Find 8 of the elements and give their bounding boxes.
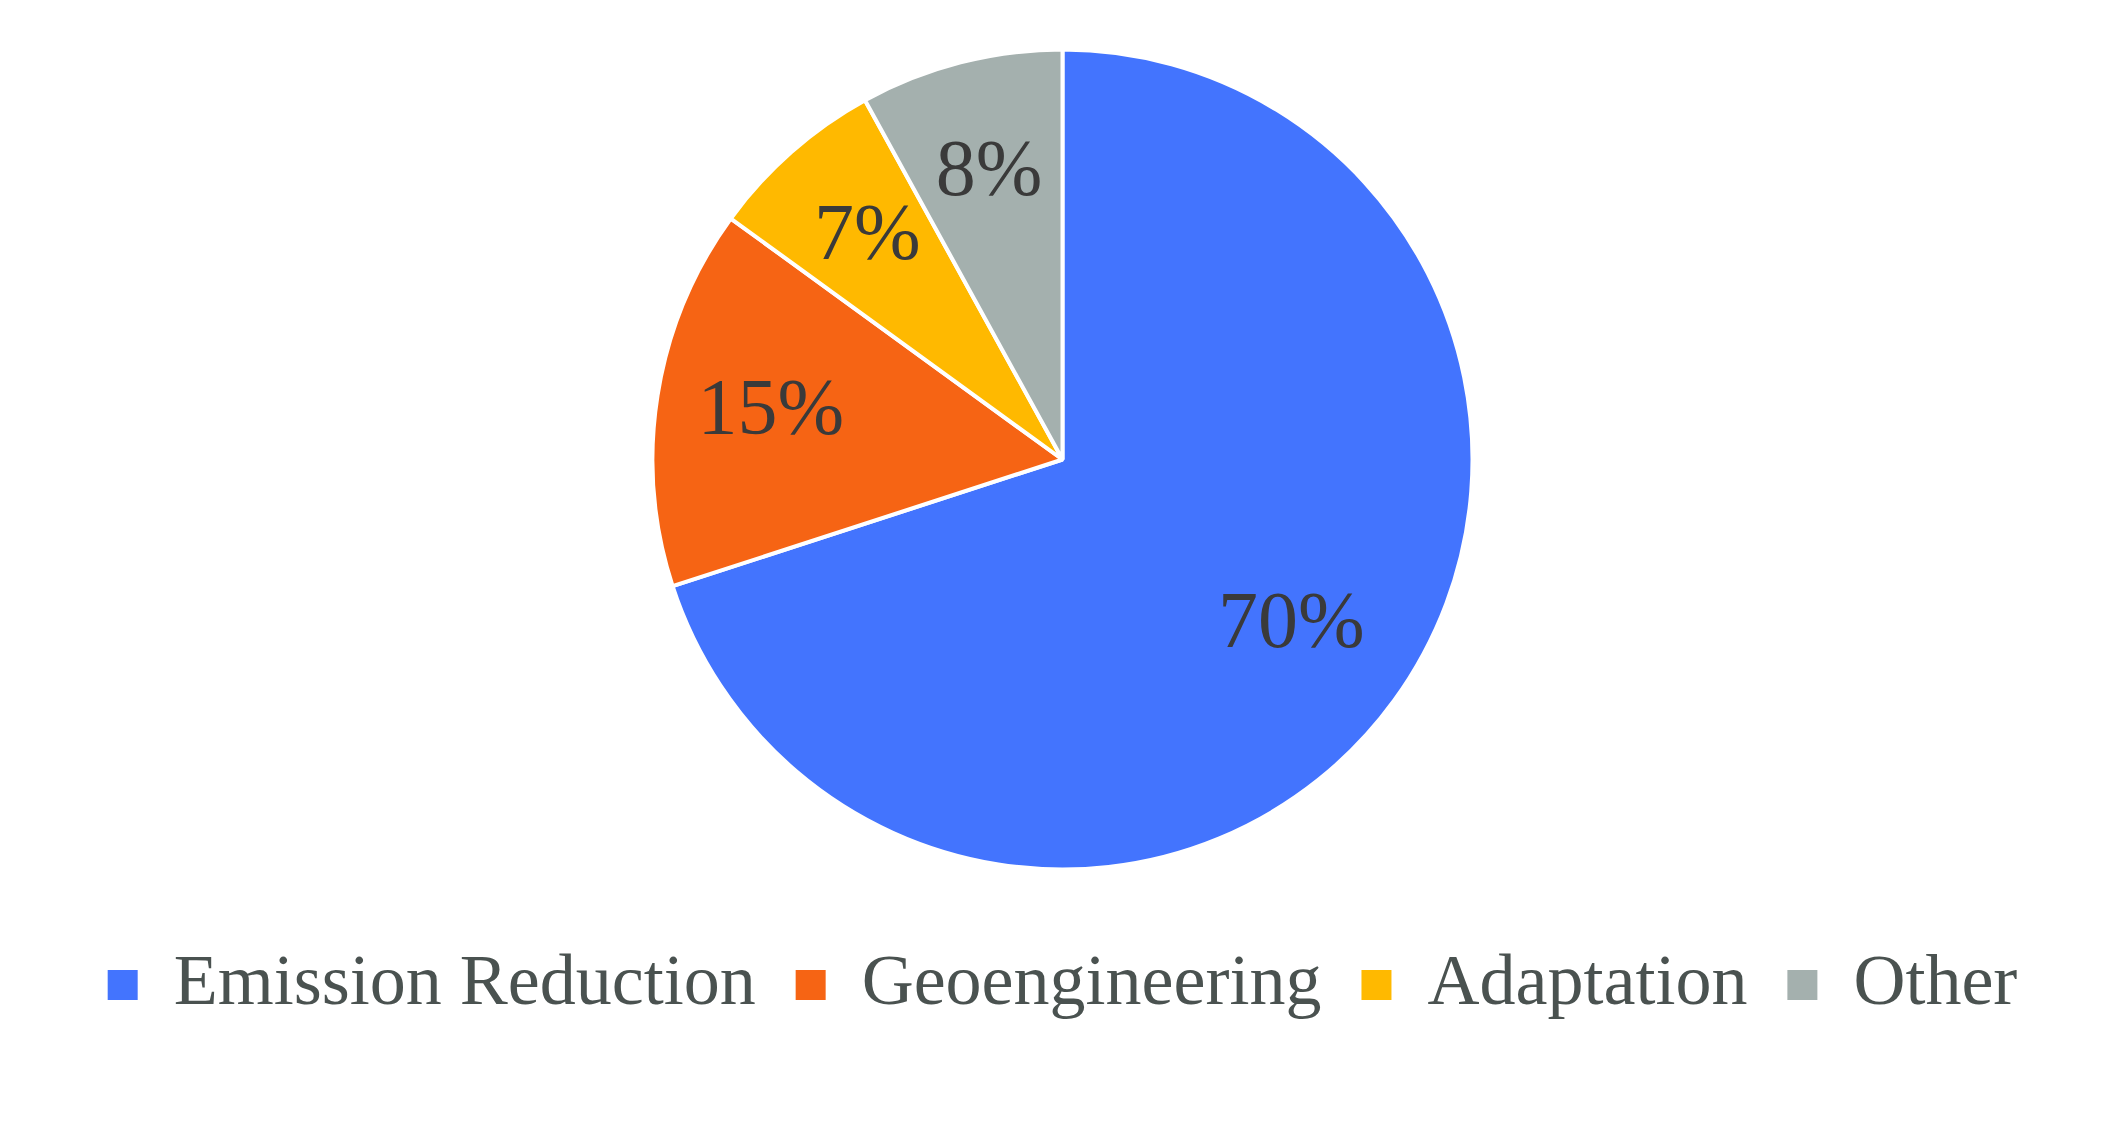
data-label: 70% [1218,575,1365,664]
data-label: 8% [935,123,1043,212]
legend-label: Adaptation [1427,939,1748,1020]
data-label: 15% [697,363,845,452]
legend-label: Geoengineering [861,939,1322,1020]
legend-label: Other [1853,939,2018,1020]
legend-label: Emission Reduction [173,939,756,1020]
data-label: 7% [813,188,921,277]
